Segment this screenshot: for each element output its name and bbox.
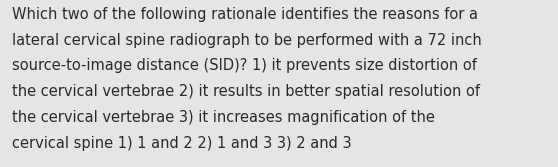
Text: the cervical vertebrae 3) it increases magnification of the: the cervical vertebrae 3) it increases m… bbox=[12, 110, 435, 125]
Text: Which two of the following rationale identifies the reasons for a: Which two of the following rationale ide… bbox=[12, 7, 478, 22]
Text: the cervical vertebrae 2) it results in better spatial resolution of: the cervical vertebrae 2) it results in … bbox=[12, 84, 480, 99]
Text: cervical spine 1) 1 and 2 2) 1 and 3 3) 2 and 3: cervical spine 1) 1 and 2 2) 1 and 3 3) … bbox=[12, 136, 352, 151]
Text: lateral cervical spine radiograph to be performed with a 72 inch: lateral cervical spine radiograph to be … bbox=[12, 33, 482, 48]
Text: source-to-image distance (SID)? 1) it prevents size distortion of: source-to-image distance (SID)? 1) it pr… bbox=[12, 58, 477, 73]
